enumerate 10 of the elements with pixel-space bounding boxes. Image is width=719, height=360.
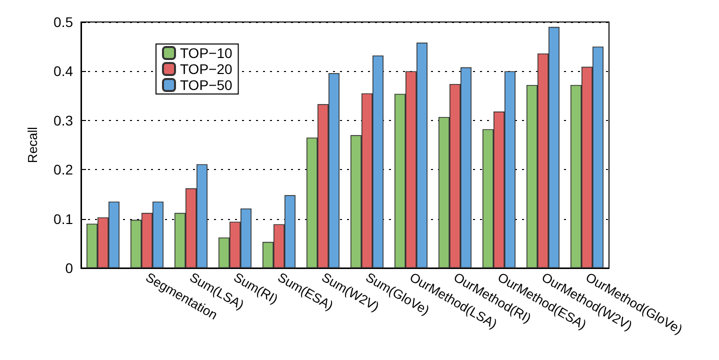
legend-label: TOP−50: [180, 77, 232, 93]
y-tick-label: 0.2: [54, 162, 74, 178]
y-axis-title: Recall: [25, 126, 40, 164]
legend-label: TOP−10: [180, 45, 232, 61]
y-tick-label: 0.1: [54, 210, 74, 227]
y-tick-label: 0.5: [54, 14, 74, 30]
y-tick-label: 0: [65, 260, 74, 276]
y-tick-label: 0.3: [54, 112, 74, 128]
legend-label: TOP−20: [180, 61, 232, 77]
y-tick-label: 0.4: [54, 63, 74, 80]
